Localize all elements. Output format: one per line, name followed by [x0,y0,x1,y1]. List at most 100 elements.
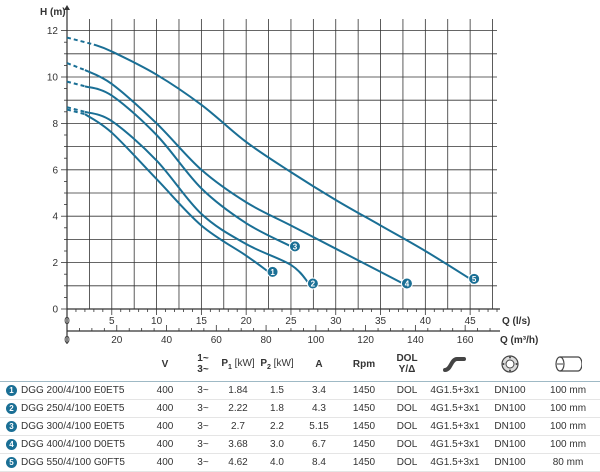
amps-cell: 3.4 [298,381,340,400]
p1-cell: 2.7 [220,417,256,436]
table-header-row: V 1~ 3~ P1 [kW] P2 [kW] A Rpm DOL Y/Δ [0,347,600,382]
voltage-cell: 400 [144,381,186,400]
series-5-line [93,43,471,280]
series-3-line [84,85,292,248]
series-1-dashed-start [66,108,86,116]
outlet-cell: DN100 [484,381,536,400]
x-tick-label-ls: 0 [64,316,70,327]
pipe-cell: 100 mm [536,417,600,436]
header-amps: A [298,347,340,382]
table-row: 2 DGG 250/4/100 E0ET5 400 3~ 2.22 1.8 4.3 1450 D… [0,399,600,418]
p2-cell: 2.2 [256,417,298,436]
x-tick-label-ls: 5 [109,316,115,327]
p2-cell: 3.0 [256,435,298,454]
header-voltage: V [144,347,186,382]
chart-grid [67,19,497,309]
series-2-dashed-start [66,106,86,113]
outlet-cell: DN100 [484,399,536,418]
chart-series: 1 2 3 4 5 [66,36,481,290]
phase-cell: 3~ [186,399,220,418]
series-1-marker [266,265,279,278]
header-phase: 1~ 3~ [186,347,220,382]
outlet-cell: DN100 [484,435,536,454]
x-tick-label-ls: 25 [285,316,297,327]
y-tick-label: 6 [52,165,58,176]
pipe-cell: 100 mm [536,399,600,418]
header-p2: P2 [kW] [256,347,298,382]
amps-cell: 5.15 [298,417,340,436]
x-tick-label-ls: 20 [241,316,253,327]
x-tick-label-m3h: 160 [457,335,474,346]
y-tick-label: 2 [52,258,58,269]
table-row: 5 DGG 550/4/100 G0FT5 400 3~ 4.62 4.0 8.4 1450 D… [0,453,600,472]
table-row: 3 DGG 300/4/100 E0ET5 400 3~ 2.7 2.2 5.15 1450 D… [0,417,600,436]
series-1-line [84,113,270,273]
dol-cell: DOL [388,417,426,436]
y-axis-arrow [64,5,70,10]
model-name: DGG 400/4/100 D0ET5 [21,439,125,451]
series-4-line [84,69,404,285]
x-tick-label-ls: 15 [196,316,208,327]
p2-cell: 1.5 [256,381,298,400]
x-axis-title-ls: Q (l/s) [502,316,530,327]
p2-cell: 1.8 [256,399,298,418]
series-3-label: 3 [293,242,298,251]
p1-cell: 1.84 [220,381,256,400]
x-tick-label-m3h: 60 [211,335,223,346]
series-4-marker [400,277,413,290]
x-tick-label-m3h: 40 [161,335,173,346]
model-cell: 1 DGG 200/4/100 E0ET5 [0,381,144,400]
y-tick-label: 12 [47,26,59,37]
outlet-flange-icon [484,347,536,382]
model-cell: 4 DGG 400/4/100 D0ET5 [0,435,144,454]
y-tick-label: 10 [47,73,59,84]
header-model [0,347,144,382]
model-cell: 2 DGG 250/4/100 E0ET5 [0,399,144,418]
model-name: DGG 300/4/100 E0ET5 [21,421,125,433]
x-axis-title-m3h: Q (m³/h) [500,335,538,346]
model-number-badge: 4 [6,438,17,450]
y-axis-title: H (m) [40,7,66,18]
cable-cell: 4G1.5+3x1 [426,381,484,400]
series-5-label: 5 [472,275,477,284]
rpm-cell: 1450 [340,381,388,400]
model-number-badge: 1 [6,384,17,396]
model-name: DGG 200/4/100 E0ET5 [21,385,125,397]
rpm-cell: 1450 [340,399,388,418]
p1-cell: 2.22 [220,399,256,418]
series-5-dashed-start [66,36,95,46]
pipe-size-icon [536,347,600,382]
phase-cell: 3~ [186,435,220,454]
series-5-marker [468,272,481,285]
table-row: 1 DGG 200/4/100 E0ET5 400 3~ 1.84 1.5 3.4 1450 D… [0,381,600,400]
x-tick-label-m3h: 120 [357,335,374,346]
y-tick-label: 8 [52,119,58,130]
model-name: DGG 250/4/100 E0ET5 [21,403,125,415]
pipe-cell: 100 mm [536,435,600,454]
series-1-label: 1 [270,268,275,277]
rpm-cell: 1450 [340,417,388,436]
model-cell: 3 DGG 300/4/100 E0ET5 [0,417,144,436]
rpm-cell: 1450 [340,435,388,454]
outlet-cell: DN100 [484,417,536,436]
series-3-marker [288,240,301,253]
pump-spec-table: V 1~ 3~ P1 [kW] P2 [kW] A Rpm DOL Y/Δ 1 DGG… [0,347,600,472]
series-4-dashed-start [66,62,86,71]
x-tick-label-ls: 35 [375,316,387,327]
amps-cell: 4.3 [298,399,340,418]
phase-cell: 3~ [186,381,220,400]
cable-cell: 4G1.5+3x1 [426,417,484,436]
voltage-cell: 400 [144,435,186,454]
model-number-badge: 2 [6,402,17,414]
x-tick-label-m3h: 0 [64,335,70,346]
phase-cell: 3~ [186,417,220,436]
model-name: DGG 550/4/100 G0FT5 [21,457,125,469]
y-tick-label: 4 [52,212,58,223]
x-tick-label-m3h: 100 [307,335,324,346]
series-3-dashed-start [66,80,86,88]
chart-axes [61,5,500,344]
header-dol: DOL Y/Δ [388,347,426,382]
series-2-label: 2 [311,279,316,288]
dol-cell: DOL [388,381,426,400]
